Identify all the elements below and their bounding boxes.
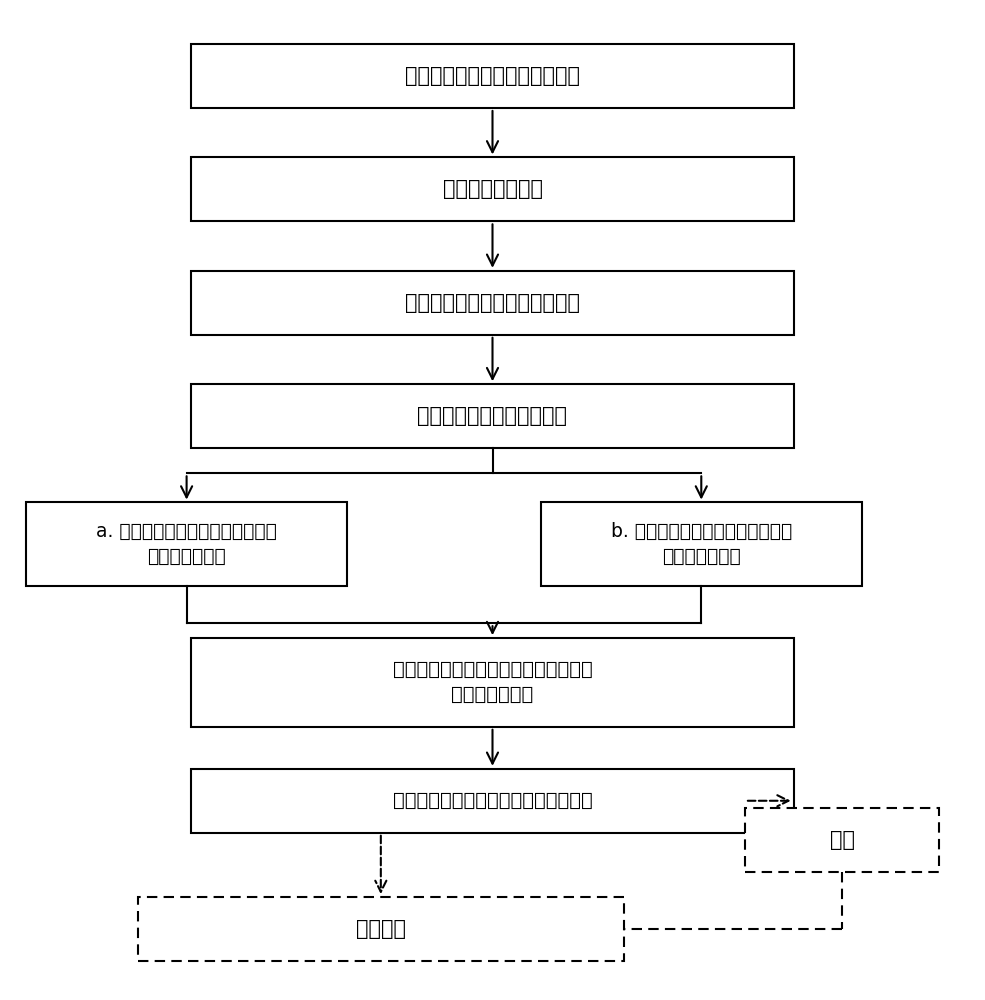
- Text: 施工水力压裂钻孔并按要求封孔: 施工水力压裂钻孔并按要求封孔: [405, 66, 580, 86]
- Bar: [138, 897, 624, 961]
- Text: 分析电阻率信号，反演煤层内压力水的
运移及分布情况: 分析电阻率信号，反演煤层内压力水的 运移及分布情况: [393, 660, 592, 704]
- Text: 验证: 验证: [829, 830, 855, 850]
- Bar: [191, 157, 794, 221]
- Text: 将各电极分别与电法仪相连: 将各电极分别与电法仪相连: [418, 406, 567, 426]
- Text: 根据有效准则对水力压裂效果时空评价: 根据有效准则对水力压裂效果时空评价: [393, 791, 592, 810]
- Bar: [191, 271, 794, 335]
- Bar: [745, 808, 940, 872]
- Bar: [541, 502, 862, 586]
- Text: 瓦斯抽采: 瓦斯抽采: [356, 919, 406, 939]
- Text: 连接水力压裂系统: 连接水力压裂系统: [442, 179, 543, 199]
- Text: 在压裂孔两侧均匀布置铜质电极: 在压裂孔两侧均匀布置铜质电极: [405, 293, 580, 313]
- Text: b. 启动压裂系统，采集压裂过程煤
层的电阻率信号: b. 启动压裂系统，采集压裂过程煤 层的电阻率信号: [611, 522, 792, 566]
- Text: a. 启动电法仪，采集压裂前原始煤
体的电阻率信号: a. 启动电法仪，采集压裂前原始煤 体的电阻率信号: [97, 522, 277, 566]
- Bar: [191, 384, 794, 448]
- Bar: [27, 502, 347, 586]
- Bar: [191, 638, 794, 727]
- Bar: [191, 44, 794, 108]
- Bar: [191, 769, 794, 833]
